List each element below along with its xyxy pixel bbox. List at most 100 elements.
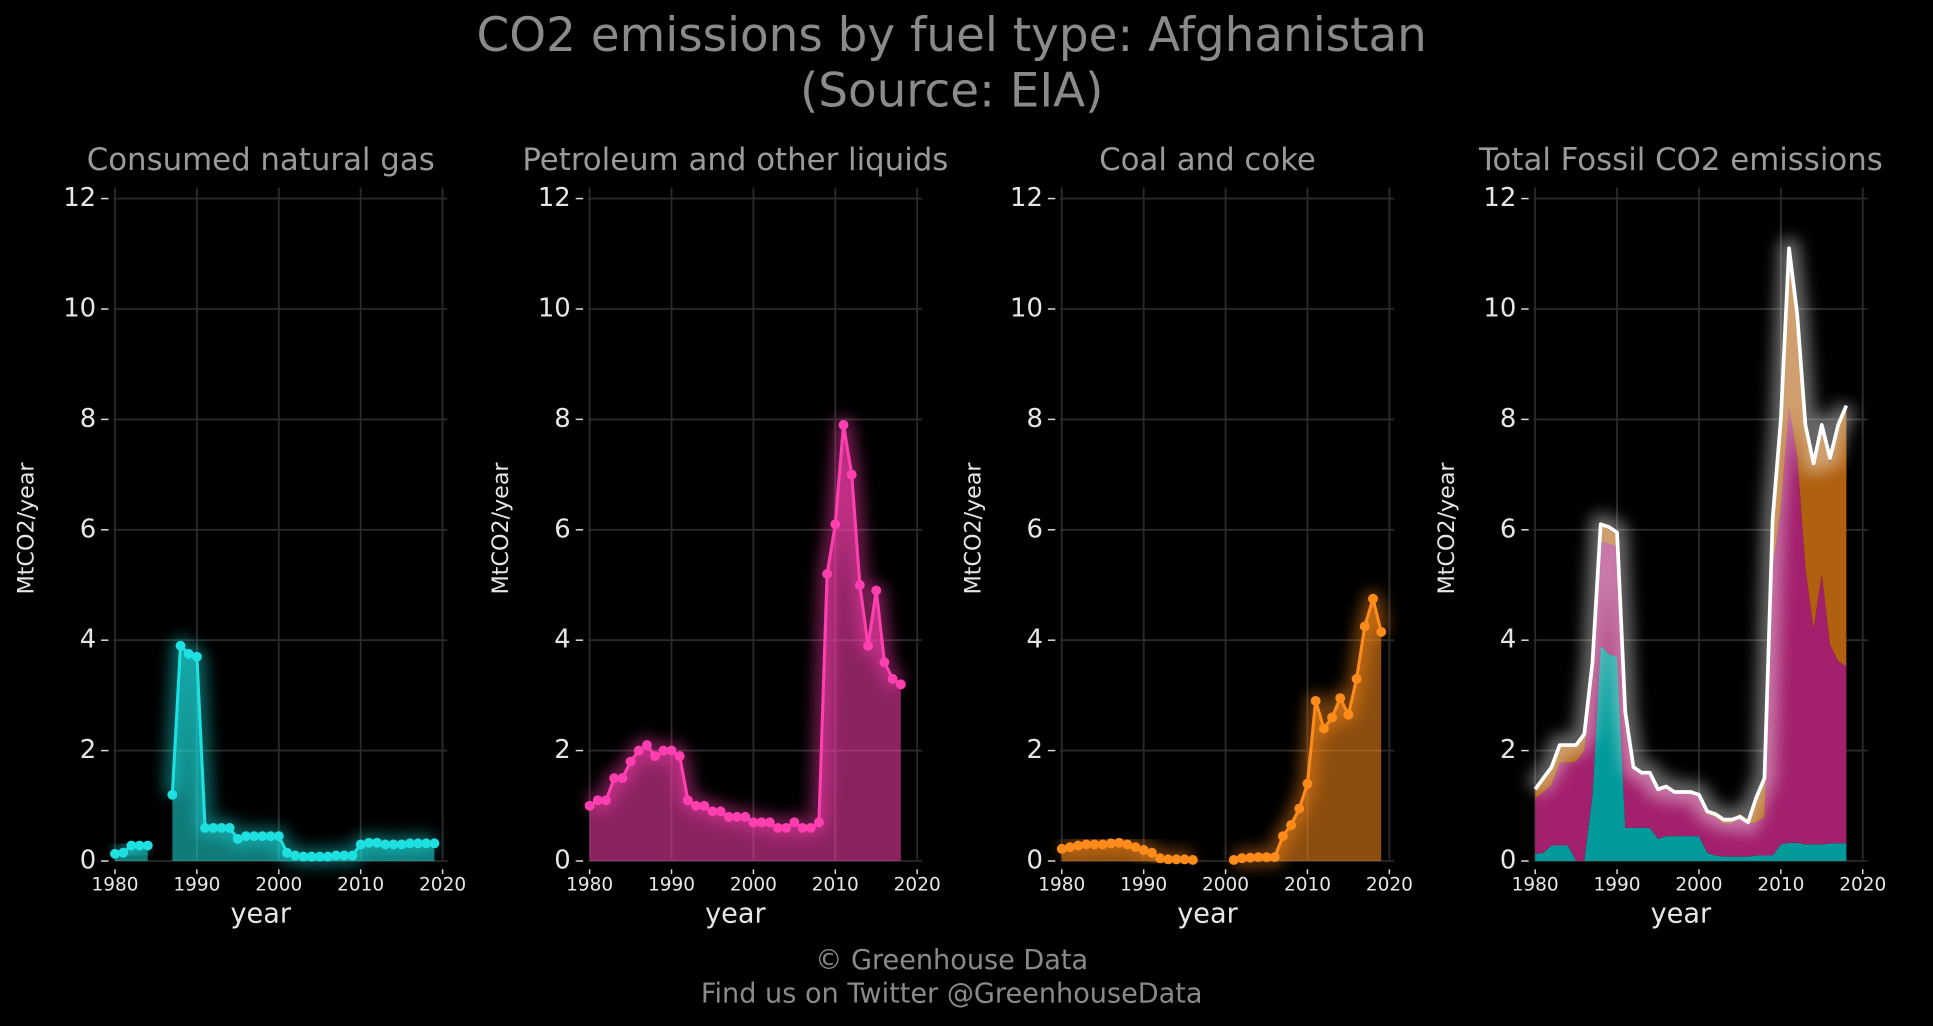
marker [584,800,595,811]
marker [642,740,652,751]
marker [1294,803,1305,814]
x-tick-label: 2010 [1757,874,1804,895]
x-tick-label: 2000 [730,874,777,895]
marker [372,837,382,848]
marker [846,469,857,480]
area [1233,598,1382,861]
panel-title: Coal and coke [1099,142,1316,178]
y-tick-label: 10 [1483,293,1516,323]
x-tick-label: 2000 [255,874,302,895]
y-tick-label: 8 [80,404,96,434]
figure-title: CO2 emissions by fuel type: Afghanistan [477,9,1427,63]
marker [388,839,399,850]
marker [314,851,325,862]
marker [1245,852,1256,863]
x-tick-label: 2020 [1839,874,1886,895]
y-tick-label: 0 [80,845,96,875]
panel-title: Total Fossil CO2 emissions [1478,142,1883,178]
y-tick-label: 12 [63,183,96,213]
marker [413,838,423,849]
x-tick-label: 1980 [91,874,138,895]
marker [854,580,865,590]
marker [290,850,301,861]
x-tick-label: 2010 [1284,874,1331,895]
y-axis-label: MtCO2/year [14,462,40,595]
y-tick-label: 4 [1026,625,1042,655]
marker [142,840,153,851]
marker [699,800,710,811]
area [172,645,435,861]
marker [723,811,734,822]
marker [789,817,800,828]
marker [1237,853,1247,864]
marker [1310,695,1321,706]
x-axis-label: year [705,898,766,929]
y-tick-label: 0 [1026,845,1042,875]
marker [1359,621,1370,632]
y-axis-label: MtCO2/year [1434,462,1460,595]
x-tick-label: 1990 [1120,874,1167,895]
marker [805,822,816,833]
y-tick-label: 10 [63,293,96,323]
marker [118,847,129,858]
marker [887,673,898,684]
marker [1155,853,1165,864]
marker [633,745,644,756]
x-tick-label: 1980 [1512,874,1559,895]
y-tick-label: 4 [80,625,96,655]
y-tick-label: 12 [1010,183,1043,213]
marker [1171,854,1182,865]
y-tick-label: 12 [1483,183,1516,213]
y-tick-label: 0 [554,845,570,875]
marker [879,657,890,668]
marker [732,811,742,822]
y-tick-label: 4 [1500,625,1516,655]
x-axis-label: year [1651,898,1712,929]
marker [363,837,374,848]
marker [748,817,759,828]
marker [404,838,415,849]
y-tick-label: 2 [80,735,96,765]
marker [1376,626,1387,637]
marker [1130,842,1141,853]
marker [355,839,366,850]
marker [1081,839,1092,850]
x-tick-label: 2020 [419,874,466,895]
marker [617,773,628,784]
x-axis-label: year [230,898,291,929]
marker [830,519,841,530]
marker [1351,673,1362,684]
marker [658,745,669,756]
marker [306,851,317,862]
x-tick-label: 2000 [1675,874,1722,895]
marker [183,649,194,659]
marker [134,840,145,851]
x-tick-label: 1990 [1594,874,1641,895]
y-tick-label: 2 [1500,735,1516,765]
marker [421,838,432,849]
y-tick-label: 2 [554,735,570,765]
marker [241,831,251,842]
y-tick-label: 6 [1026,514,1042,544]
marker [1105,838,1116,849]
y-axis-label: MtCO2/year [488,462,514,595]
y-tick-label: 6 [554,514,570,544]
marker [298,851,309,862]
marker [1065,842,1075,853]
x-tick-label: 1980 [1038,874,1085,895]
x-tick-label: 2020 [894,874,941,895]
marker [216,822,227,833]
y-tick-label: 8 [1026,404,1042,434]
panel-title: Petroleum and other liquids [522,142,948,178]
y-tick-label: 10 [1010,293,1043,323]
marker [1228,854,1239,865]
marker [1335,693,1346,704]
stacked-area [1535,645,1847,861]
y-tick-label: 0 [1500,845,1516,875]
marker [1327,712,1337,723]
marker [1097,839,1108,850]
y-tick-label: 12 [538,183,571,213]
marker [331,850,342,861]
marker [813,817,824,828]
